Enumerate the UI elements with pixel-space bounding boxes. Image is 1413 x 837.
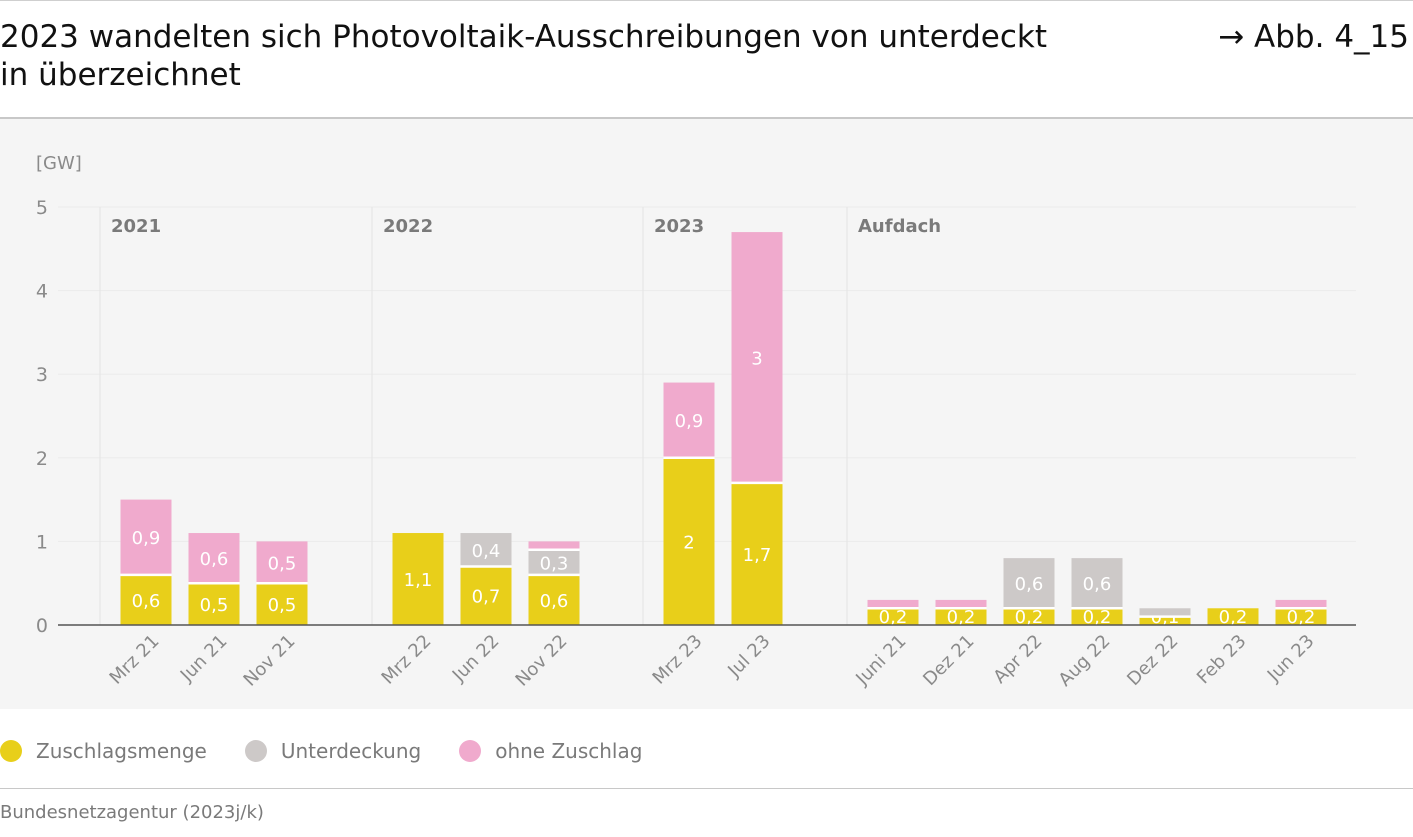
data-label: 0,4 <box>472 541 501 562</box>
bar-segment <box>120 574 172 625</box>
data-label: 0,6 <box>200 549 229 570</box>
data-label: 0,2 <box>1219 607 1248 628</box>
x-tick-label: Aug 22 <box>1055 631 1115 691</box>
bar-segment <box>731 482 783 625</box>
bar-segment <box>528 549 580 575</box>
bar-segment <box>1207 608 1259 625</box>
x-tick-label: Dez 22 <box>1123 631 1182 690</box>
legend-label: ohne Zuschlag <box>495 739 643 763</box>
bar-segment <box>460 533 512 567</box>
legend: Zuschlagsmenge Unterdeckung ohne Zuschla… <box>0 735 680 767</box>
bar-segment <box>663 382 715 458</box>
bar-segment <box>528 541 580 550</box>
bar-segment <box>935 608 987 625</box>
bar-segment <box>1071 608 1123 625</box>
stacked-bar-chart: 0 1 2 3 4 5 [GW] 2021 0,6 0,9 Mrz 21 0,5 0,6 Jun 21 0,… <box>36 153 1356 691</box>
footer-divider <box>0 788 1413 789</box>
data-label: 0,9 <box>132 528 161 549</box>
x-tick-label: Jun 22 <box>448 631 504 687</box>
x-tick-label: Dez 21 <box>919 631 978 690</box>
data-label: 0,3 <box>540 553 569 574</box>
bar-segment <box>1275 599 1327 609</box>
x-tick-label: Jul 23 <box>723 631 774 682</box>
y-tick-label: 2 <box>36 448 48 470</box>
x-tick-label: Mrz 22 <box>378 631 436 689</box>
data-label: 0,7 <box>472 587 501 608</box>
x-tick-label: Mrz 21 <box>106 631 164 689</box>
bar-segment <box>460 566 512 625</box>
data-label: 0,5 <box>268 553 297 574</box>
legend-item-unterdeckung: Unterdeckung <box>244 739 422 763</box>
header-divider <box>0 117 1413 119</box>
bar-segment <box>1275 608 1327 625</box>
bar-segment <box>392 533 444 625</box>
legend-swatch-zuschlagsmenge <box>0 740 22 762</box>
legend-swatch-unterdeckung <box>244 740 267 762</box>
y-tick-label: 1 <box>36 531 48 553</box>
legend-label: Zuschlagsmenge <box>36 739 207 763</box>
bar-segment <box>1139 616 1191 625</box>
x-tick-label: Jun 21 <box>176 631 232 687</box>
y-tick-label: 4 <box>36 281 48 303</box>
data-label: 0,6 <box>540 591 569 612</box>
group-label: 2022 <box>383 216 433 237</box>
data-label: 0,2 <box>1083 607 1112 628</box>
bar-segment <box>256 583 308 625</box>
bar-segment <box>188 533 240 584</box>
bar-segment <box>528 574 580 625</box>
top-border <box>0 0 1413 1</box>
bar-segment <box>256 541 308 584</box>
data-label: 0,5 <box>268 595 297 616</box>
data-label: 1,7 <box>743 545 772 566</box>
x-tick-label: Nov 22 <box>512 631 572 691</box>
chart-title: 2023 wandelten sich Photovoltaik-Ausschr… <box>0 19 1047 93</box>
x-tick-label: Juni 21 <box>851 631 910 690</box>
bar-segment <box>188 583 240 625</box>
data-label: 1,1 <box>404 570 433 591</box>
legend-item-zuschlagsmenge: Zuschlagsmenge <box>0 739 207 763</box>
bar-segment <box>935 599 987 609</box>
bar-segment <box>1139 608 1191 617</box>
group-label: Aufdach <box>858 216 941 237</box>
legend-label: Unterdeckung <box>280 739 422 763</box>
source-note: Bundesnetzagentur (2023j/k) <box>0 802 264 823</box>
x-tick-label: Apr 22 <box>989 631 1046 688</box>
y-axis-label: [GW] <box>36 153 82 174</box>
bar-segment <box>867 608 919 625</box>
legend-item-ohne-zuschlag: ohne Zuschlag <box>459 739 642 763</box>
data-label: 0,2 <box>1287 607 1316 628</box>
data-label: 0,2 <box>879 607 908 628</box>
data-label: 0,9 <box>675 411 704 432</box>
group-label: 2023 <box>654 216 704 237</box>
data-label: 0,6 <box>132 591 161 612</box>
y-tick-label: 3 <box>36 364 48 386</box>
bar-segment <box>1003 558 1055 609</box>
data-label: 0,2 <box>947 607 976 628</box>
data-label: 0,2 <box>1015 607 1044 628</box>
bar-segment <box>1071 558 1123 609</box>
bar-segment <box>120 499 172 575</box>
data-label: 2 <box>683 532 694 553</box>
data-label: 3 <box>751 348 762 369</box>
bar-segment <box>731 232 783 483</box>
y-tick-label: 0 <box>36 615 48 637</box>
x-tick-label: Nov 21 <box>240 631 300 691</box>
bar-segment <box>663 457 715 625</box>
y-tick-label: 5 <box>36 197 48 219</box>
x-tick-label: Feb 23 <box>1193 631 1251 689</box>
bar-segment <box>1003 608 1055 625</box>
figure-reference[interactable]: → Abb. 4_15 <box>1218 19 1409 55</box>
data-label: 0,6 <box>1015 574 1044 595</box>
bar-segment <box>867 599 919 609</box>
data-label: 0,5 <box>200 595 229 616</box>
data-label: 0,6 <box>1083 574 1112 595</box>
legend-swatch-ohne-zuschlag <box>459 740 482 762</box>
x-tick-label: Mrz 23 <box>649 631 707 689</box>
x-tick-label: Jun 23 <box>1263 631 1319 687</box>
group-label: 2021 <box>111 216 161 237</box>
